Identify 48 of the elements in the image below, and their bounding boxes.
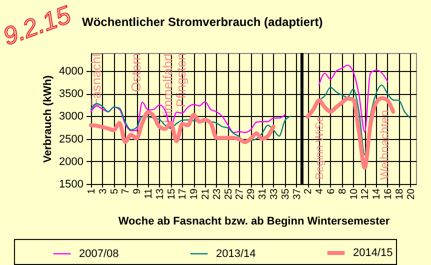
- annotation: Beginn WiSe: [314, 116, 326, 180]
- x-tick-label: 4: [314, 188, 326, 194]
- x-tick-label: 11: [144, 188, 155, 199]
- y-tick-label: 4000: [59, 66, 84, 78]
- y-tick-label: 2500: [59, 133, 84, 146]
- x-tick-label: 7: [120, 188, 132, 194]
- x-tick-label: 29: [246, 188, 258, 200]
- x-tick-label: 15: [166, 188, 178, 200]
- x-tick-label: 14: [372, 188, 383, 200]
- x-tick-label: 25: [223, 188, 234, 200]
- x-tick-label: 19: [189, 188, 200, 200]
- x-tick-label: 1: [86, 188, 98, 194]
- x-tick-label: 31: [258, 188, 269, 200]
- x-tick-label: 16: [382, 188, 394, 200]
- x-tick-label: 6: [326, 188, 337, 194]
- y-tick-label: 3000: [59, 110, 84, 123]
- x-tick-label: 18: [394, 188, 406, 200]
- x-tick-label: 5: [109, 188, 120, 194]
- annotation: Pfingsten: [174, 53, 189, 108]
- x-tick-label: 17: [178, 188, 189, 200]
- x-tick-label: 33: [268, 188, 280, 200]
- annotation: Himmelfahrt: [160, 52, 175, 124]
- y-tick-label: 1500: [59, 178, 84, 190]
- annotation: Fasnacht: [88, 52, 104, 106]
- x-tick-label: 8: [337, 188, 348, 194]
- legend-label: 2007/08: [79, 248, 119, 260]
- x-tick-label: 23: [212, 188, 223, 200]
- x-tick-label: 37: [292, 188, 303, 200]
- x-tick-label: 10: [348, 188, 360, 200]
- x-tick-label: 27: [234, 188, 246, 200]
- x-tick-label: 2: [303, 188, 314, 194]
- annotation: Ostern: [128, 53, 144, 92]
- chart-title: Wöchentlicher Stromverbrauch (adaptiert): [82, 14, 323, 29]
- legend-label: 2013/14: [216, 248, 256, 260]
- y-tick-label: 3500: [59, 88, 84, 100]
- legend-label: 2014/15: [353, 247, 393, 259]
- x-tick-label: 21: [200, 188, 212, 200]
- annotation: Weihnachten: [378, 110, 392, 180]
- x-tick-label: 3: [98, 188, 109, 194]
- text: 9.2.15: [0, 0, 75, 52]
- x-tick-label: 20: [406, 188, 417, 200]
- y-axis-title: Verbrauch (kWh): [42, 74, 54, 163]
- x-tick-label: 13: [154, 188, 166, 200]
- y-tick-label: 2000: [59, 156, 84, 168]
- x-tick-label: 9: [132, 188, 144, 194]
- x-tick-label: 35: [280, 188, 292, 200]
- x-tick-label: 12: [360, 188, 372, 200]
- x-axis-title: Woche ab Fasnacht bzw. ab Beginn Wintersemester: [118, 216, 390, 228]
